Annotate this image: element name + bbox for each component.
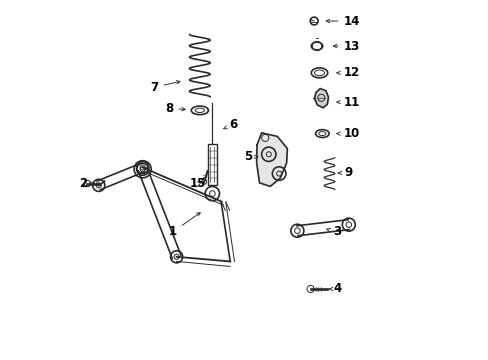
FancyBboxPatch shape (207, 144, 217, 185)
Text: 1: 1 (169, 213, 200, 238)
Text: 13: 13 (333, 40, 359, 53)
Text: 6: 6 (224, 118, 238, 131)
Text: 12: 12 (336, 66, 359, 79)
Text: 14: 14 (325, 14, 359, 27)
Text: 11: 11 (336, 96, 359, 109)
Text: 15: 15 (189, 177, 206, 190)
Text: 8: 8 (165, 102, 185, 115)
Text: 7: 7 (150, 81, 180, 94)
Polygon shape (314, 89, 328, 108)
Polygon shape (256, 133, 287, 186)
Text: 10: 10 (336, 127, 359, 140)
Text: 3: 3 (326, 225, 341, 238)
Text: 9: 9 (337, 166, 351, 179)
Text: 2: 2 (79, 177, 94, 190)
Text: 4: 4 (329, 283, 341, 296)
Text: 5: 5 (244, 150, 258, 163)
